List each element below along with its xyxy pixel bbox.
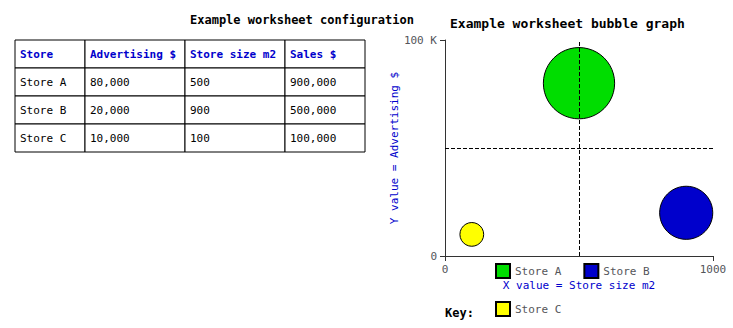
svg-text:80,000: 80,000 [90,76,130,89]
svg-text:100 K: 100 K [404,34,437,47]
svg-text:X value = Store size m2: X value = Store size m2 [503,279,655,292]
svg-text:Example worksheet bubble graph: Example worksheet bubble graph [450,16,685,31]
svg-text:0: 0 [442,263,449,276]
svg-text:Store B: Store B [20,104,67,117]
svg-text:Sales $: Sales $ [290,48,336,61]
svg-text:900,000: 900,000 [290,76,336,89]
svg-text:Store A: Store A [515,265,562,278]
svg-text:Store C: Store C [20,132,66,145]
svg-text:Store A: Store A [20,76,67,89]
svg-text:0: 0 [430,250,437,263]
svg-text:1000: 1000 [700,263,727,276]
svg-text:20,000: 20,000 [90,104,130,117]
svg-text:10,000: 10,000 [90,132,130,145]
svg-text:Y value = Advertising $: Y value = Advertising $ [388,72,401,224]
svg-text:500,000: 500,000 [290,104,336,117]
svg-text:Store C: Store C [515,303,561,316]
svg-text:Advertising $: Advertising $ [90,48,176,61]
svg-text:100: 100 [190,132,210,145]
svg-text:Store size m2: Store size m2 [190,48,276,61]
svg-text:Key:: Key: [445,306,474,320]
svg-text:500: 500 [190,76,210,89]
svg-text:Example worksheet configuratio: Example worksheet configuration [190,13,414,27]
svg-text:Store B: Store B [603,265,650,278]
svg-text:Store: Store [20,48,53,61]
svg-text:900: 900 [190,104,210,117]
svg-text:100,000: 100,000 [290,132,336,145]
